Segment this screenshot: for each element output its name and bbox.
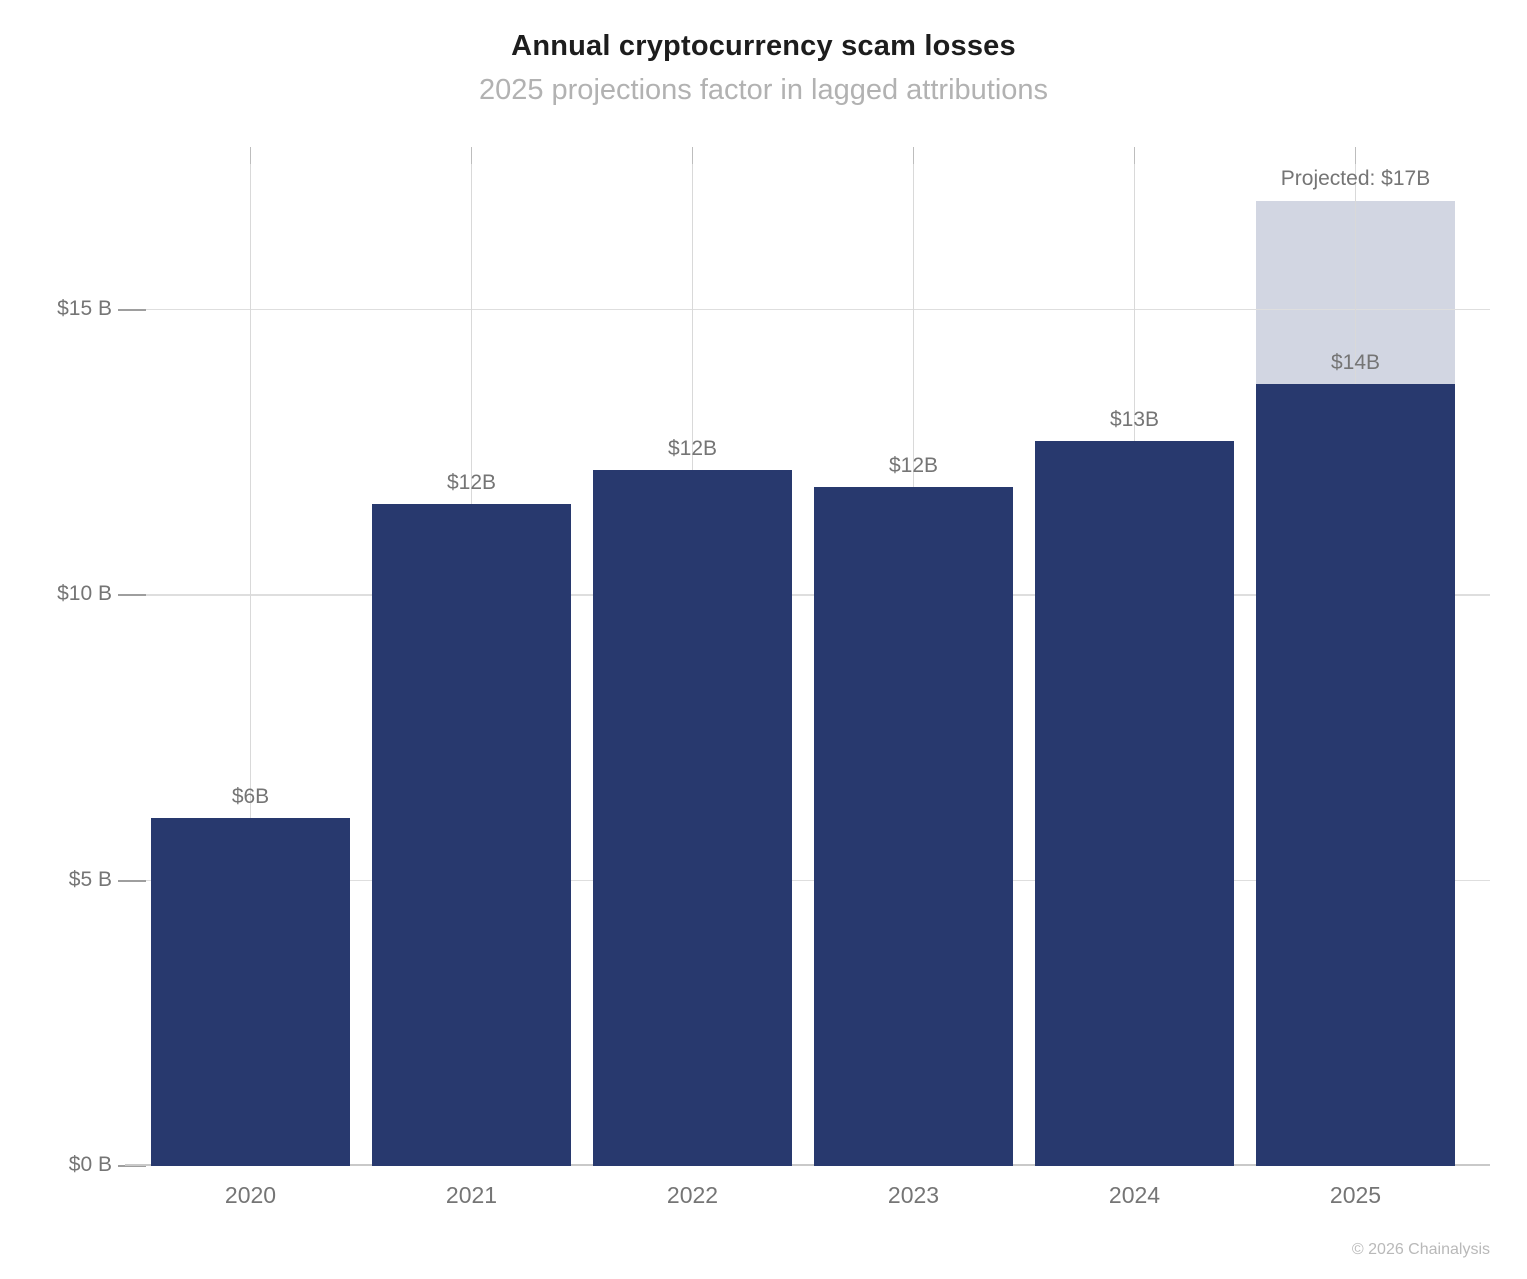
projected-value-label: Projected: $17B bbox=[1280, 167, 1431, 191]
x-gridline-top-tick bbox=[912, 147, 915, 164]
bar-2024 bbox=[1035, 440, 1234, 1166]
x-gridline-top-tick bbox=[691, 147, 694, 164]
y-gridline bbox=[125, 308, 1490, 311]
x-axis-baseline bbox=[125, 1164, 1490, 1166]
x-axis-label-2023: 2023 bbox=[887, 1182, 940, 1208]
y-gridline bbox=[125, 594, 1490, 596]
bar-value-label: $12B bbox=[888, 453, 939, 477]
bar-value-label: $13B bbox=[1109, 407, 1160, 431]
bar-2020 bbox=[151, 817, 350, 1166]
y-axis-tick-label: $5 B bbox=[68, 867, 112, 891]
x-gridline-top-tick bbox=[1133, 147, 1136, 164]
y-axis-tick-label: $10 B bbox=[57, 582, 112, 606]
x-axis-label-2022: 2022 bbox=[666, 1182, 719, 1208]
y-axis-tick bbox=[118, 308, 146, 311]
x-axis-label-2025: 2025 bbox=[1329, 1182, 1382, 1208]
y-axis-tick bbox=[118, 879, 146, 882]
chart-title: Annual cryptocurrency scam losses bbox=[511, 30, 1016, 62]
y-axis-tick-label: $15 B bbox=[57, 296, 112, 320]
chart-subtitle: 2025 projections factor in lagged attrib… bbox=[478, 74, 1049, 106]
y-axis-tick bbox=[118, 594, 146, 597]
bar-2023 bbox=[814, 486, 1013, 1166]
x-gridline-top-tick bbox=[249, 147, 252, 164]
x-axis-label-2024: 2024 bbox=[1108, 1182, 1161, 1208]
bar-2022 bbox=[593, 469, 792, 1166]
x-axis-label-2020: 2020 bbox=[224, 1182, 277, 1208]
bar-2025 bbox=[1256, 383, 1455, 1166]
y-axis-tick bbox=[118, 1165, 146, 1167]
bar-value-label: $12B bbox=[667, 436, 718, 460]
plot-area: $0 B $5 B $10 B $15 B Projected: $17B $6B 2020… bbox=[57, 147, 1490, 1208]
bar-value-label: $12B bbox=[446, 470, 497, 494]
y-gridline bbox=[125, 879, 1490, 882]
bar-2021 bbox=[372, 503, 571, 1166]
footer-credit: © 2026 Chainalysis bbox=[1351, 1241, 1490, 1258]
y-axis-tick-label: $0 B bbox=[68, 1153, 112, 1176]
bar-value-label: $6B bbox=[231, 784, 270, 808]
x-gridline bbox=[249, 147, 252, 1166]
x-gridline-top-tick bbox=[1354, 147, 1357, 164]
x-axis-label-2021: 2021 bbox=[445, 1182, 498, 1208]
x-gridline-top-tick bbox=[470, 147, 473, 164]
bar-value-label: $14B bbox=[1330, 350, 1381, 374]
